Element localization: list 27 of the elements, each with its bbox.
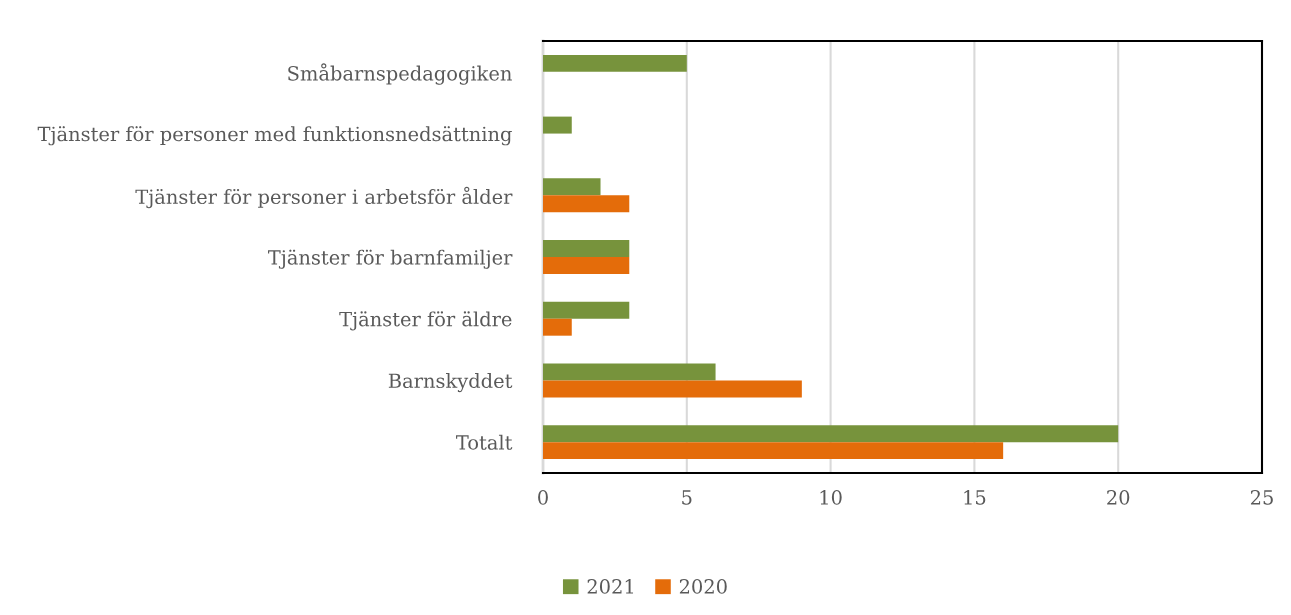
y-tick-label: Tjänster för barnfamiljer (268, 249, 513, 269)
y-tick-label: Tjänster för personer i arbetsför ålder (135, 186, 513, 209)
y-tick-label: Tjänster för äldre (339, 311, 512, 331)
bar (543, 257, 630, 274)
y-tick-label: Tjänster för personer med funktionsnedsättning (37, 126, 512, 146)
bar (543, 380, 802, 398)
y-tick-label: Småbarnspedagogiken (288, 63, 512, 85)
x-tick-label: 5 (682, 490, 692, 505)
x-tick-label: 20 (1107, 490, 1130, 505)
legend-label: 2021 (587, 579, 634, 594)
x-tick-label: 10 (820, 490, 842, 505)
bar (543, 54, 687, 72)
y-tick-label: Barnskyddet (388, 373, 513, 393)
bar (543, 363, 716, 381)
legend-label: 2020 (679, 579, 727, 594)
bar (543, 425, 1119, 443)
x-tick-label: 25 (1250, 490, 1273, 505)
bar (543, 318, 572, 336)
bar (543, 116, 572, 134)
bar (543, 301, 630, 319)
bar (543, 195, 630, 213)
bar (543, 240, 630, 257)
bar (543, 178, 601, 196)
bar (543, 442, 1004, 460)
x-tick-label: 15 (964, 490, 986, 505)
x-tick-label: 0 (538, 490, 548, 505)
y-tick-label: Totalt (456, 434, 513, 450)
